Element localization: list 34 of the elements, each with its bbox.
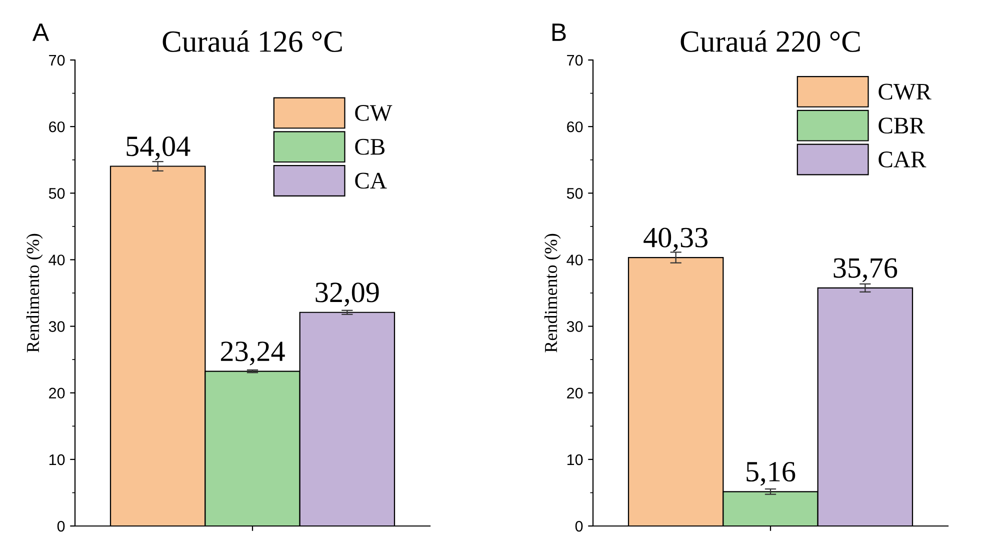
y-tick-label: 30	[48, 321, 65, 332]
data-label: 32,09	[316, 282, 379, 306]
legend-label: CW	[355, 105, 392, 122]
text: B	[552, 24, 566, 41]
data-label: 5,16	[746, 462, 796, 486]
y-axis-title: Rendimento (%)	[26, 234, 43, 352]
data-label: 23,24	[220, 342, 285, 366]
legend-label: CAR	[878, 152, 926, 168]
chart-title: Curauá 220 °C	[680, 30, 860, 52]
y-tick-label: 40	[566, 254, 583, 266]
y-tick-label: 50	[566, 188, 583, 199]
y-tick-label: 10	[567, 454, 583, 466]
y-tick-label: 10	[49, 454, 65, 466]
y-tick-label: 40	[48, 254, 65, 266]
legend-label: CBR	[878, 118, 925, 134]
text: A	[32, 24, 50, 41]
y-tick-label: 30	[566, 321, 583, 332]
y-tick-label: 60	[49, 121, 65, 132]
y-tick-label: 20	[567, 388, 583, 399]
y-tick-label: 0	[57, 520, 65, 532]
y-tick-label: 0	[575, 520, 583, 532]
y-tick-label: 50	[48, 188, 65, 199]
data-label: 54,04	[126, 136, 190, 160]
chart-title: Curauá 126 °C	[162, 30, 342, 52]
legend-label: CB	[355, 138, 385, 155]
data-label: 35,76	[834, 258, 898, 282]
y-axis-title: Rendimento (%)	[544, 234, 561, 352]
legend-label: CA	[355, 172, 387, 189]
legend-label: CWR	[878, 84, 932, 100]
data-label: 40,33	[644, 228, 708, 252]
y-tick-label: 60	[567, 121, 583, 132]
y-tick-label: 70	[567, 54, 583, 66]
y-tick-label: 70	[49, 54, 65, 66]
y-tick-label: 20	[49, 388, 65, 399]
